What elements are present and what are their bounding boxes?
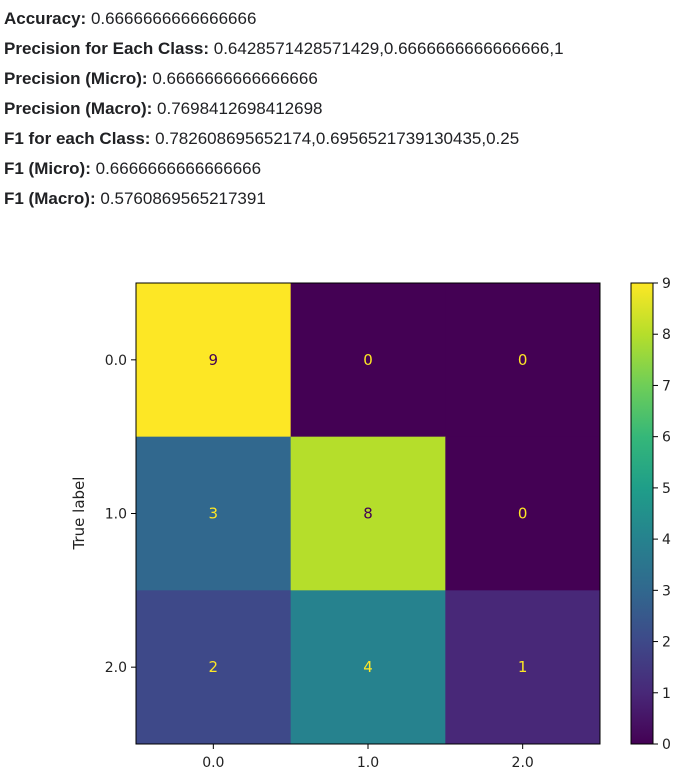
cell-value-label: 1 <box>518 658 528 676</box>
heatmap-cell <box>445 590 601 745</box>
metric-label: Accuracy: <box>4 9 87 28</box>
metric-line: Precision for Each Class: 0.642857142857… <box>4 34 564 64</box>
metric-label: Precision for Each Class: <box>4 39 210 58</box>
colorbar-tick-label: 3 <box>662 583 671 599</box>
metric-line: F1 (Micro): 0.6666666666666666 <box>4 154 564 184</box>
colorbar-tick-label: 1 <box>662 686 671 702</box>
metric-label: F1 (Micro): <box>4 159 91 178</box>
metric-label: F1 (Macro): <box>4 189 96 208</box>
metric-label: Precision (Macro): <box>4 99 153 118</box>
metric-value: 0.6666666666666666 <box>90 159 262 178</box>
colorbar-tick-label: 0 <box>662 737 671 753</box>
heatmap-cell <box>445 283 601 438</box>
metric-line: F1 for each Class: 0.782608695652174,0.6… <box>4 124 564 154</box>
colorbar-tick-label: 5 <box>662 481 671 497</box>
x-tick-label: 0.0 <box>202 755 224 771</box>
metric-value: 0.6666666666666666 <box>86 9 257 28</box>
metric-line: Accuracy: 0.6666666666666666 <box>4 4 564 34</box>
colorbar <box>630 282 654 745</box>
metric-value: 0.6428571428571429,0.6666666666666666,1 <box>209 39 564 58</box>
heatmap-cell <box>290 590 446 745</box>
metric-value: 0.6666666666666666 <box>147 69 318 88</box>
cell-value-label: 0 <box>518 505 528 523</box>
colorbar-tick-label: 4 <box>662 532 671 548</box>
heatmap-cell <box>136 283 292 438</box>
colorbar-tick-label: 7 <box>662 378 671 394</box>
heatmap-cell <box>290 283 446 438</box>
colorbar-tick-label: 6 <box>662 430 671 446</box>
metric-value: 0.782608695652174,0.6956521739130435,0.2… <box>150 129 520 148</box>
y-axis-ticks: 0.0 1.0 2.0 <box>105 353 136 676</box>
cell-value-label: 8 <box>363 505 373 523</box>
metric-label: Precision (Micro): <box>4 69 148 88</box>
cell-value-label: 2 <box>209 658 219 676</box>
metric-line: Precision (Macro): 0.7698412698412698 <box>4 94 564 124</box>
heatmap-cell <box>136 436 292 591</box>
metrics-panel: Accuracy: 0.6666666666666666 Precision fo… <box>4 4 564 214</box>
metric-label: F1 for each Class: <box>4 129 151 148</box>
heatmap-cell-labels: 9 0 0 3 8 0 2 4 1 <box>209 351 528 676</box>
y-tick-label: 1.0 <box>105 507 127 523</box>
cell-value-label: 0 <box>518 351 528 369</box>
metric-value: 0.7698412698412698 <box>152 99 323 118</box>
y-axis-label: True label <box>70 477 88 551</box>
x-tick-label: 1.0 <box>357 755 379 771</box>
cell-value-label: 0 <box>363 351 373 369</box>
metric-line: F1 (Macro): 0.5760869565217391 <box>4 184 564 214</box>
colorbar-tick-label: 8 <box>662 327 671 343</box>
x-axis-ticks: 0.0 1.0 2.0 <box>202 744 534 771</box>
y-tick-label: 0.0 <box>105 353 127 369</box>
cell-value-label: 9 <box>209 351 219 369</box>
cell-value-label: 4 <box>363 658 373 676</box>
x-tick-label: 2.0 <box>512 755 534 771</box>
metric-line: Precision (Micro): 0.6666666666666666 <box>4 64 564 94</box>
y-tick-label: 2.0 <box>105 660 127 676</box>
heatmap-cell <box>445 436 601 591</box>
colorbar-tick-label: 2 <box>662 635 671 651</box>
heatmap-cell <box>290 436 446 591</box>
colorbar-tick-label: 9 <box>662 276 671 292</box>
heatmap-cells <box>136 283 601 745</box>
cell-value-label: 3 <box>209 505 219 523</box>
colorbar-ticks: 0 1 2 3 4 5 6 7 8 9 <box>653 276 671 753</box>
metric-value: 0.5760869565217391 <box>95 189 266 208</box>
heatmap-cell <box>136 590 292 745</box>
